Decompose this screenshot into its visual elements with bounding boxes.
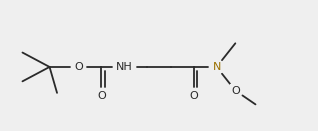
Text: NH: NH [116, 62, 133, 72]
Text: O: O [189, 91, 198, 101]
Text: O: O [74, 62, 83, 72]
Text: O: O [97, 91, 106, 101]
Text: O: O [231, 86, 240, 95]
Text: N: N [212, 62, 221, 72]
